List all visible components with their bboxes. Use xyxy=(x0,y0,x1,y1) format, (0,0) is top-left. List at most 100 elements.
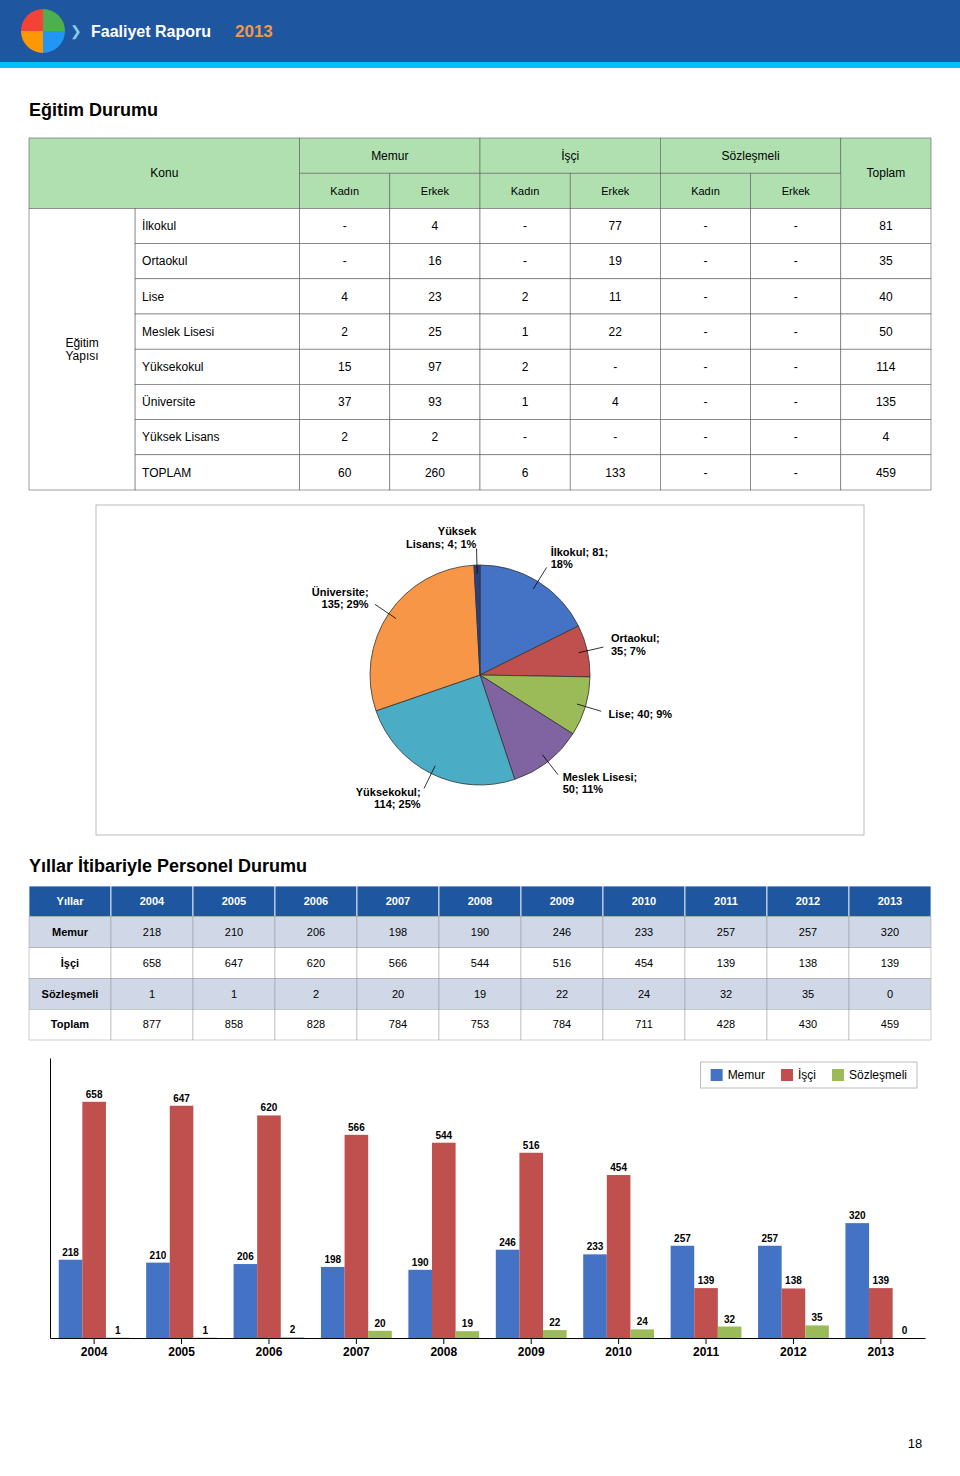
y-axis xyxy=(50,1059,51,1339)
text-line: 114 xyxy=(876,360,895,374)
table-cell xyxy=(135,314,299,349)
table-text: - xyxy=(794,430,798,444)
bar xyxy=(106,1337,130,1338)
table-cell xyxy=(751,349,841,384)
text-line: Kadın xyxy=(330,185,359,197)
text-line: 2 xyxy=(432,430,439,444)
table-text: 22 xyxy=(609,325,623,339)
x-tick-mark xyxy=(268,1338,269,1344)
x-tick-mark xyxy=(880,1338,881,1344)
table-text: 428 xyxy=(717,1018,735,1030)
x-tick-label: 2004 xyxy=(81,1345,108,1359)
data-label: 620 xyxy=(261,1102,278,1113)
table-cell xyxy=(439,948,521,979)
table-header-text: 2012 xyxy=(796,895,820,907)
table-text: 190 xyxy=(471,926,489,938)
data-label: 257 xyxy=(761,1233,778,1244)
table-text: - xyxy=(613,360,617,374)
table-text: 20 xyxy=(392,988,404,1000)
data-label: 24 xyxy=(637,1316,649,1327)
table-cell xyxy=(439,1009,521,1040)
table-cell xyxy=(275,948,357,979)
table-cell xyxy=(480,314,570,349)
table-text: 858 xyxy=(225,1018,243,1030)
bar xyxy=(146,1263,170,1338)
text-line: 4 xyxy=(432,219,439,233)
text-line: Konu xyxy=(150,166,178,180)
table-cell xyxy=(480,173,570,208)
table-cell xyxy=(521,978,603,1009)
table-cell xyxy=(570,279,660,314)
text-line: Erkek xyxy=(782,185,811,197)
bar xyxy=(368,1331,392,1338)
table-cell xyxy=(300,455,390,490)
text-line: TOPLAM xyxy=(142,466,191,480)
table-cell xyxy=(521,1009,603,1040)
data-label: 35 xyxy=(811,1312,823,1323)
table-text: - xyxy=(704,395,708,409)
leader-line xyxy=(542,755,558,775)
table-cell xyxy=(390,349,480,384)
table-cell xyxy=(767,948,849,979)
data-label: 218 xyxy=(62,1247,79,1258)
table-header-text: Yıllar xyxy=(57,895,85,907)
x-axis: 2004200520062007200820092010201120122013 xyxy=(51,1338,926,1359)
bar xyxy=(845,1223,869,1338)
table-cell xyxy=(29,917,111,948)
table-cell xyxy=(439,917,521,948)
table-cell xyxy=(849,978,931,1009)
x-tick-label: 2012 xyxy=(780,1345,807,1359)
table-cell xyxy=(849,948,931,979)
table-cell xyxy=(660,314,750,349)
x-tick-mark xyxy=(531,1338,532,1344)
table-cell xyxy=(390,420,480,455)
table-cell xyxy=(570,314,660,349)
table-cell xyxy=(841,138,931,208)
legend: MemurİşçiSözleşmeli xyxy=(701,1062,917,1088)
pie-slice xyxy=(474,565,480,675)
text-line: 1 xyxy=(522,325,529,339)
x-tick-label: 2010 xyxy=(605,1345,632,1359)
table-cell xyxy=(300,138,480,173)
x-tick-mark xyxy=(793,1338,794,1344)
bar xyxy=(456,1331,480,1338)
table-text: Üniversite xyxy=(142,395,196,409)
table-text: TOPLAM xyxy=(142,466,191,480)
pie-slice xyxy=(480,626,590,677)
bar xyxy=(543,1330,567,1338)
bar xyxy=(345,1135,369,1338)
bar xyxy=(432,1143,456,1338)
bars xyxy=(59,1102,893,1338)
table-cell xyxy=(275,917,357,948)
table-text: 50 xyxy=(879,325,893,339)
table-text: Sözleşmeli xyxy=(722,149,780,163)
table-cell xyxy=(300,420,390,455)
table-cell xyxy=(660,384,750,419)
pie-label: Lise; 40; 9% xyxy=(609,708,673,720)
data-label: 20 xyxy=(374,1318,386,1329)
text-line: İlkokul; 81; xyxy=(551,546,608,558)
table-text: 320 xyxy=(881,926,899,938)
table-text: 135 xyxy=(876,395,896,409)
legend-swatch xyxy=(832,1069,844,1081)
text-line: - xyxy=(523,430,527,444)
table-cell xyxy=(135,208,299,243)
text-line: Erkek xyxy=(421,185,450,197)
table-text: Memur xyxy=(371,149,408,163)
logo-wedge xyxy=(21,9,43,31)
bar xyxy=(234,1264,258,1338)
data-label: 257 xyxy=(674,1233,691,1244)
text-line: Eğitim xyxy=(65,336,98,350)
table-text: 828 xyxy=(307,1018,325,1030)
table-text: 2 xyxy=(522,290,529,304)
table-text: - xyxy=(523,254,527,268)
table-cell xyxy=(135,455,299,490)
table-cell xyxy=(193,978,275,1009)
table-text: 114 xyxy=(876,360,895,374)
text-line: Yapısı xyxy=(65,349,98,363)
text-line: Yüksekokul; xyxy=(356,786,421,798)
table-cell xyxy=(660,173,750,208)
x-tick: 2012 xyxy=(780,1338,807,1359)
bar xyxy=(193,1337,217,1338)
table-text: 133 xyxy=(605,466,625,480)
